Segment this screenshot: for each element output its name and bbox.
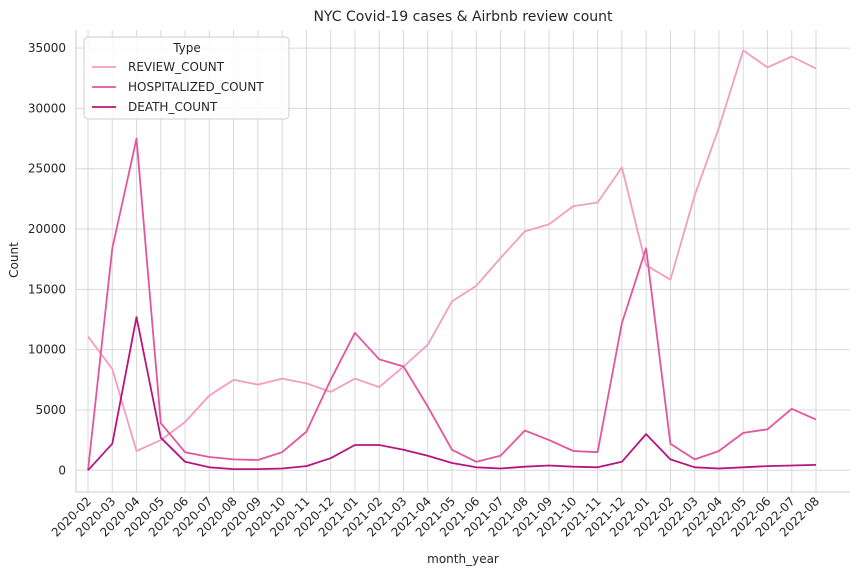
y-tick-label: 30000	[28, 101, 66, 115]
y-tick-label: 25000	[28, 162, 66, 176]
legend-box	[83, 36, 290, 120]
y-axis-label: Count	[7, 242, 21, 278]
legend-entry-label: HOSPITALIZED_COUNT	[128, 80, 264, 94]
y-tick-label: 35000	[28, 41, 66, 55]
y-tick-label: 0	[58, 463, 66, 477]
chart-title: NYC Covid-19 cases & Airbnb review count	[313, 9, 613, 25]
y-tick-label: 15000	[28, 282, 66, 296]
axes	[75, 30, 850, 493]
legend-items: REVIEW_COUNT HOSPITALIZED_COUNT DEATH_COUN…	[92, 60, 264, 114]
x-axis-ticks: 2020-022020-032020-042020-052020-062020-…	[49, 494, 822, 539]
series-line-review-count	[87, 49, 817, 452]
y-axis-ticks: 0 5000 10000 15000 20000 25000 30000 35000	[28, 41, 66, 477]
legend: Type REVIEW_COUNT HOSPITALIZED_COUNT DEATH…	[83, 36, 290, 120]
series-line-hospitalized-count	[87, 137, 817, 471]
legend-entry-label: DEATH_COUNT	[128, 100, 218, 114]
y-tick-label: 10000	[28, 343, 66, 357]
legend-entry-label: REVIEW_COUNT	[128, 60, 225, 74]
y-tick-label: 20000	[28, 222, 66, 236]
y-tick-label: 5000	[35, 403, 66, 417]
series-line-death-count	[87, 316, 817, 471]
series-lines	[87, 49, 817, 471]
legend-title: Type	[172, 41, 201, 55]
x-axis-label: month_year	[427, 552, 499, 566]
